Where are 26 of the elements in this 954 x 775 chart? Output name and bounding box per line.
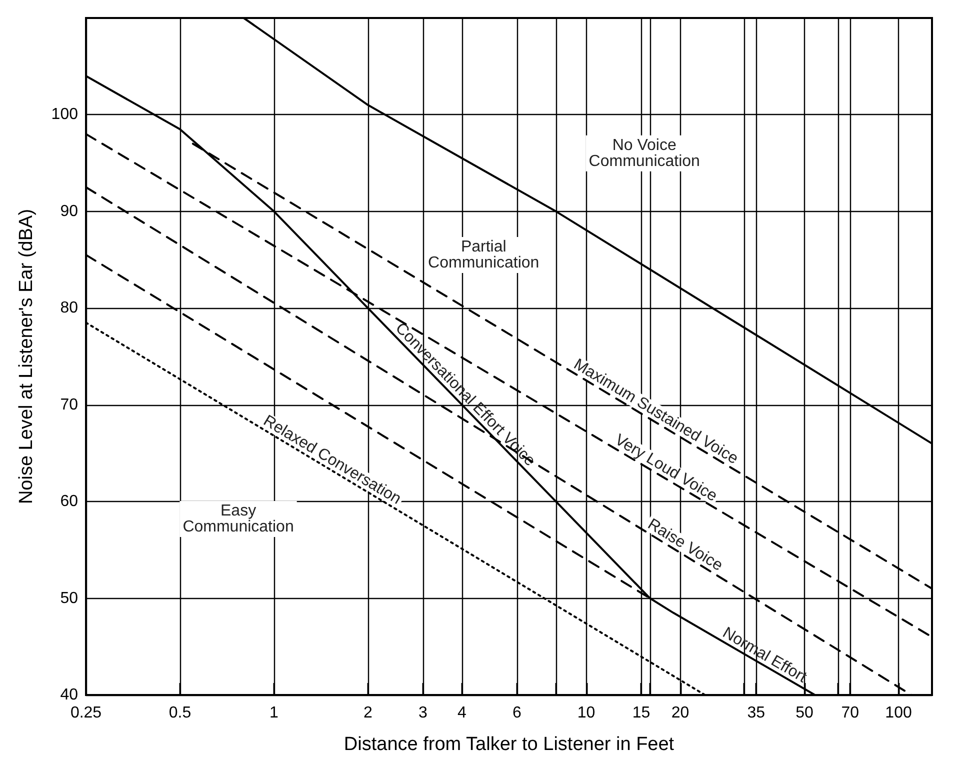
y-tick-label: 40 bbox=[60, 686, 78, 704]
y-tick-label: 70 bbox=[60, 396, 78, 414]
annotation: No Voice Communication bbox=[588, 136, 700, 170]
x-tick-label: 15 bbox=[632, 704, 650, 722]
x-tick-label: 1 bbox=[270, 704, 279, 722]
y-tick-label: 80 bbox=[60, 300, 78, 317]
x-tick-label: 35 bbox=[747, 704, 766, 722]
annotation: Easy Communication bbox=[182, 502, 294, 536]
x-tick-label: 2 bbox=[364, 704, 373, 722]
x-tick-label: 6 bbox=[512, 704, 522, 722]
x-tick-label: 10 bbox=[577, 704, 596, 722]
x-tick-label: 100 bbox=[885, 704, 912, 722]
y-tick-label: 50 bbox=[60, 590, 78, 607]
x-tick-label: 70 bbox=[841, 704, 860, 722]
x-tick-label: 0.25 bbox=[70, 704, 102, 722]
y-tick-label: 60 bbox=[60, 493, 78, 510]
x-tick-label: 50 bbox=[796, 704, 814, 722]
y-axis-title: Noise Level at Listener's Ear (dBA) bbox=[16, 208, 37, 504]
x-axis-title: Distance from Talker to Listener in Feet bbox=[344, 734, 675, 755]
y-tick-label: 100 bbox=[51, 106, 78, 124]
annotation: Partial Communication bbox=[428, 238, 540, 272]
x-tick-label: 3 bbox=[418, 704, 428, 722]
y-tick-label: 90 bbox=[60, 202, 78, 220]
x-tick-label: 0.5 bbox=[168, 704, 192, 722]
x-tick-label: 4 bbox=[458, 704, 467, 722]
x-tick-label: 20 bbox=[671, 704, 690, 722]
